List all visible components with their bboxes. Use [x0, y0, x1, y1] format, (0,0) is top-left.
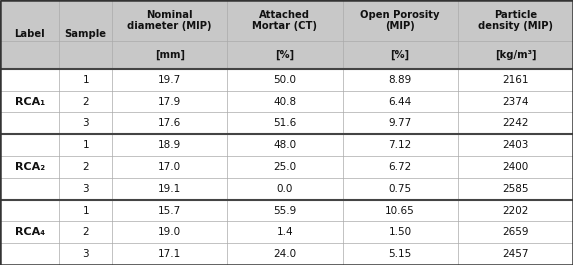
Text: Open Porosity
(MIP): Open Porosity (MIP) [360, 10, 440, 32]
Text: Sample: Sample [65, 29, 107, 39]
Text: 18.9: 18.9 [158, 140, 181, 150]
Bar [0, 69, 573, 265]
Text: 17.9: 17.9 [158, 96, 181, 107]
Text: Nominal
diameter (MIP): Nominal diameter (MIP) [127, 10, 212, 32]
Text: 55.9: 55.9 [273, 206, 297, 215]
Text: 9.77: 9.77 [388, 118, 412, 128]
Text: 50.0: 50.0 [273, 75, 296, 85]
Text: 19.0: 19.0 [158, 227, 181, 237]
Text: 15.7: 15.7 [158, 206, 181, 215]
Text: RCA₂: RCA₂ [14, 162, 45, 172]
Text: 3: 3 [83, 184, 89, 194]
Text: Attached
Mortar (CT): Attached Mortar (CT) [253, 10, 317, 32]
Text: 3: 3 [83, 118, 89, 128]
Text: 25.0: 25.0 [273, 162, 296, 172]
Text: 17.6: 17.6 [158, 118, 181, 128]
Text: 1: 1 [83, 206, 89, 215]
Text: Particle
density (MIP): Particle density (MIP) [478, 10, 553, 32]
Text: [mm]: [mm] [155, 50, 185, 60]
Text: 0.75: 0.75 [388, 184, 412, 194]
Text: 2242: 2242 [502, 118, 529, 128]
Text: 2457: 2457 [502, 249, 529, 259]
Text: 1: 1 [83, 140, 89, 150]
Text: 17.0: 17.0 [158, 162, 181, 172]
Text: 2161: 2161 [502, 75, 529, 85]
Text: 10.65: 10.65 [385, 206, 415, 215]
Text: 2400: 2400 [503, 162, 528, 172]
Text: [%]: [%] [391, 50, 410, 60]
Text: 19.7: 19.7 [158, 75, 181, 85]
Text: 48.0: 48.0 [273, 140, 296, 150]
Text: 0.0: 0.0 [277, 184, 293, 194]
Text: 2: 2 [83, 162, 89, 172]
Text: RCA₄: RCA₄ [14, 227, 45, 237]
Text: [kg/m³]: [kg/m³] [494, 50, 536, 60]
Text: 6.72: 6.72 [388, 162, 412, 172]
Text: 3: 3 [83, 249, 89, 259]
Text: 2: 2 [83, 227, 89, 237]
Text: 7.12: 7.12 [388, 140, 412, 150]
Text: Label: Label [14, 29, 45, 39]
Text: 2: 2 [83, 96, 89, 107]
Text: 2585: 2585 [502, 184, 529, 194]
Text: 1.50: 1.50 [388, 227, 412, 237]
Text: 1: 1 [83, 75, 89, 85]
Text: 51.6: 51.6 [273, 118, 297, 128]
Text: RCA₁: RCA₁ [14, 96, 45, 107]
Text: 2202: 2202 [502, 206, 528, 215]
Text: [%]: [%] [276, 50, 295, 60]
Text: 8.89: 8.89 [388, 75, 412, 85]
Text: 2374: 2374 [502, 96, 529, 107]
Text: 2403: 2403 [502, 140, 528, 150]
Text: 1.4: 1.4 [277, 227, 293, 237]
Text: 2659: 2659 [502, 227, 529, 237]
Text: 24.0: 24.0 [273, 249, 296, 259]
Text: 5.15: 5.15 [388, 249, 412, 259]
Text: 19.1: 19.1 [158, 184, 181, 194]
Text: 17.1: 17.1 [158, 249, 181, 259]
Text: 6.44: 6.44 [388, 96, 412, 107]
Bar [0, 0, 573, 69]
Text: 40.8: 40.8 [273, 96, 296, 107]
